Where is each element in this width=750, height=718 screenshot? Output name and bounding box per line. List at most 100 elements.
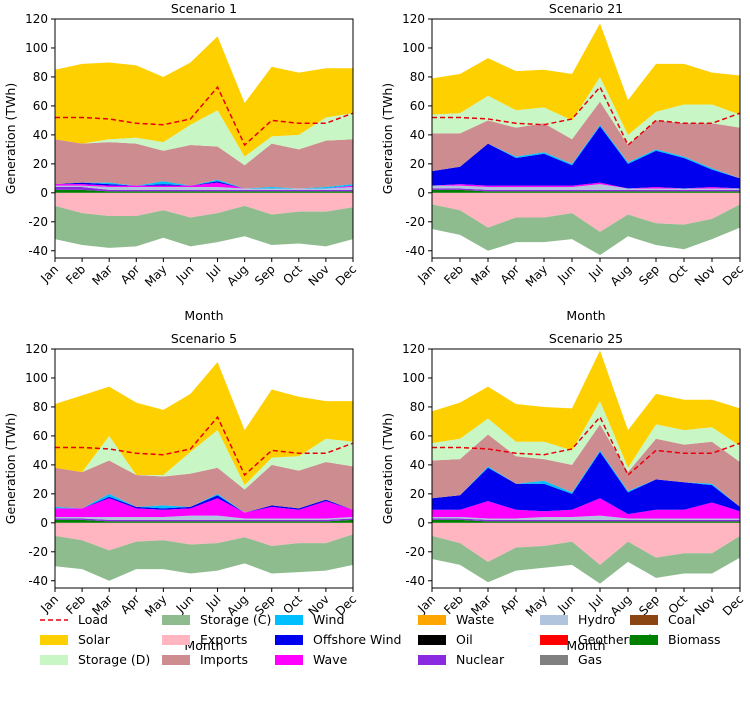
x-tick-label: Mar [89, 262, 115, 288]
area-wave [55, 182, 353, 189]
chart-title: Scenario 21 [549, 1, 623, 16]
legend-item-imports: Imports [162, 652, 248, 667]
legend-label: Hydro [578, 612, 615, 627]
area-nuclear [432, 188, 740, 192]
y-tick-label: 40 [33, 458, 48, 472]
x-axis-label: Month [184, 638, 223, 653]
legend-item-hydro: Hydro [540, 612, 615, 627]
y-tick-label: 60 [410, 429, 425, 443]
legend-label: Biomass [668, 632, 721, 647]
area-solar [432, 350, 740, 468]
y-tick-label: 40 [410, 458, 425, 472]
legend-swatch [275, 655, 303, 665]
x-tick-label: Oct [280, 262, 305, 287]
area-exports [432, 522, 740, 565]
legend-item-gas: Gas [540, 652, 602, 667]
legend-label: Oil [456, 632, 473, 647]
y-axis-label: Generation (TWh) [3, 83, 18, 194]
x-tick-label: Feb [63, 262, 88, 287]
legend-swatch [418, 635, 446, 645]
legend-item-nuclear: Nuclear [418, 652, 505, 667]
x-tick-label: Sep [636, 592, 662, 618]
y-tick-label: -40 [405, 244, 425, 258]
x-axis-label: Month [566, 638, 605, 653]
x-axis-label: Month [566, 308, 605, 323]
y-tick-label: 20 [410, 487, 425, 501]
area-imports [55, 460, 353, 513]
x-tick-label: Sep [252, 262, 278, 288]
area-solar [432, 23, 740, 135]
chart-title: Scenario 5 [171, 331, 237, 346]
x-tick-label: May [142, 262, 169, 289]
y-tick-label: 100 [402, 371, 425, 385]
x-tick-label: Jan [414, 592, 438, 616]
y-tick-label: -40 [28, 244, 48, 258]
area-hydro [55, 515, 353, 520]
legend-swatch [40, 635, 68, 645]
legend-item-load: Load [40, 612, 108, 627]
y-tick-label: 100 [402, 41, 425, 55]
x-tick-label: Apr [118, 262, 143, 287]
area-storage-d [55, 110, 353, 166]
x-tick-label: Apr [118, 592, 143, 617]
x-tick-label: Nov [692, 592, 718, 618]
area-wave [55, 498, 353, 519]
y-tick-label: 120 [402, 342, 425, 356]
y-tick-label: 60 [33, 99, 48, 113]
legend-label: Wind [313, 612, 344, 627]
x-tick-label: Jun [554, 262, 578, 286]
y-tick-label: 120 [25, 342, 48, 356]
y-tick-label: -20 [28, 215, 48, 229]
y-tick-label: 60 [33, 429, 48, 443]
legend-item-biomass: Biomass [630, 632, 721, 647]
legend-item-wind: Wind [275, 612, 344, 627]
x-tick-label: Nov [306, 262, 332, 288]
y-tick-label: -20 [28, 545, 48, 559]
x-tick-label: Jul [585, 592, 606, 613]
area-offshore-wind [55, 181, 353, 189]
y-axis-label: Generation (TWh) [380, 83, 395, 194]
y-axis-label: Generation (TWh) [3, 413, 18, 524]
area-exports [432, 192, 740, 232]
legend-swatch [275, 635, 303, 645]
x-tick-label: Dec [720, 262, 746, 288]
load-line [55, 415, 354, 477]
legend-item-wave: Wave [275, 652, 348, 667]
y-tick-label: 0 [417, 516, 425, 530]
legend-swatch [162, 655, 190, 665]
legend-swatch [162, 635, 190, 645]
legend-label: Load [78, 612, 108, 627]
legend-swatch [418, 615, 446, 625]
y-tick-label: 80 [33, 70, 48, 84]
y-axis-label: Generation (TWh) [380, 413, 395, 524]
x-axis-label: Month [184, 308, 223, 323]
x-tick-label: Jul [203, 262, 224, 283]
legend-label: Imports [200, 652, 248, 667]
legend-label: Nuclear [456, 652, 505, 667]
x-tick-label: Aug [608, 262, 634, 288]
y-tick-label: 80 [410, 70, 425, 84]
area-exports [55, 192, 353, 218]
legend-label: Storage (C) [200, 612, 271, 627]
x-tick-label: Apr [498, 262, 523, 287]
y-tick-label: -40 [28, 574, 48, 588]
x-tick-label: Aug [224, 262, 250, 288]
y-tick-label: 20 [410, 157, 425, 171]
x-tick-label: Apr [498, 592, 523, 617]
area-offshore-wind [432, 126, 740, 189]
legend-label: Waste [456, 612, 495, 627]
area-imports [432, 424, 740, 507]
x-tick-label: Jun [554, 592, 578, 616]
area-storage-d [55, 430, 353, 490]
y-tick-label: 80 [33, 400, 48, 414]
area-storage-c [55, 534, 353, 581]
plot-frame [54, 18, 354, 259]
area-storage-d [432, 401, 740, 473]
area-exports [55, 522, 353, 551]
x-tick-label: Oct [280, 592, 305, 617]
chart-title: Scenario 1 [171, 1, 237, 16]
y-tick-label: 80 [410, 400, 425, 414]
legend-label: Solar [78, 632, 111, 647]
